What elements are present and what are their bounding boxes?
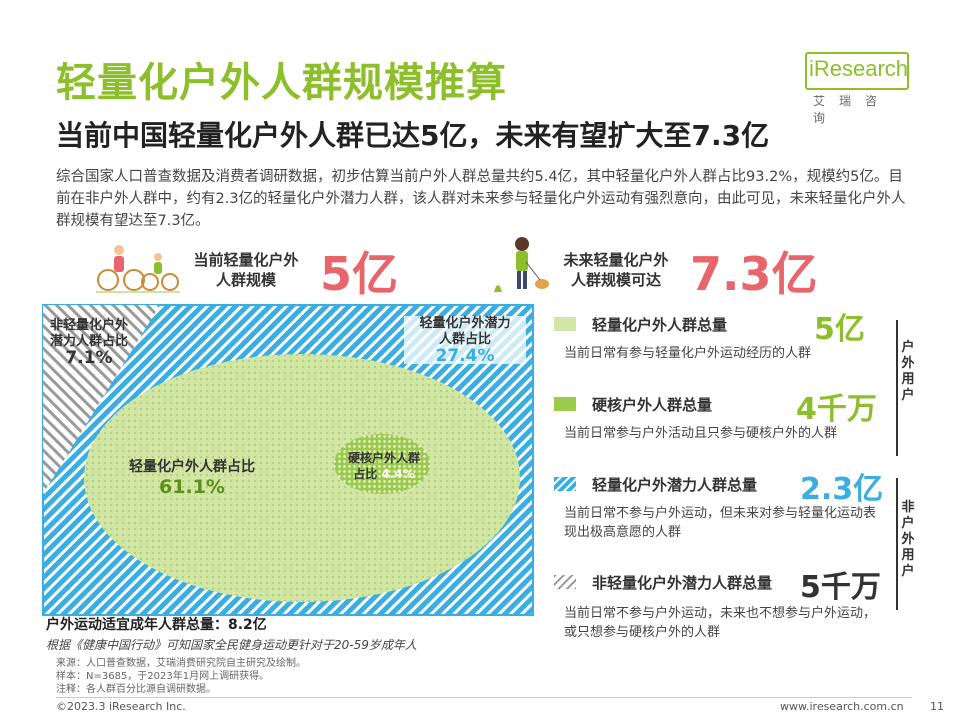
current-scale-label-line2: 人群规模 xyxy=(215,271,276,289)
footer-website: www.iresearch.com.cn xyxy=(780,700,904,713)
cycling-family-illustration xyxy=(96,245,180,293)
logo-text: iResearch xyxy=(809,56,909,81)
future-scale-value: 7.3亿 xyxy=(690,247,818,301)
non-light-potential-label: 非轻量化户外 潜力人群占比 7.1% xyxy=(44,318,134,368)
footer-copyright: ©2023.3 iResearch Inc. xyxy=(56,700,186,713)
legend-value-light: 5亿 xyxy=(814,312,865,347)
hardcore-outdoor-label: 硬核户外人群 占比 4.4% xyxy=(336,450,432,482)
non-light-potential-value: 7.1% xyxy=(65,348,113,368)
future-scale-label-line2: 人群规模可达 xyxy=(570,271,661,289)
current-scale-value: 5亿 xyxy=(320,247,399,301)
page-subtitle: 当前中国轻量化户外人群已达5亿，未来有望扩大至7.3亿 xyxy=(56,119,770,152)
source-notes: 来源：人口普查数据，艾瑞消费研究院自主研究及绘制。 样本：N=3685，于202… xyxy=(56,657,306,696)
non-outdoor-users-tag: 非户外用户 xyxy=(901,500,915,579)
hardcore-outdoor-area xyxy=(334,434,430,494)
legend-swatch-light xyxy=(554,317,576,331)
future-scale-label: 未来轻量化户外 人群规模可达 xyxy=(556,250,676,290)
diagram-note: 根据《健康中国行动》可知国家全民健身运动更针对于20-59岁成年人 xyxy=(46,638,417,652)
sample-note: 样本：N=3685，于2023年1月网上调研获得。 xyxy=(56,671,270,682)
legend-desc-light: 当前日常有参与轻量化户外运动经历的人群 xyxy=(564,346,812,361)
current-scale-label: 当前轻量化户外 人群规模 xyxy=(186,250,306,290)
iresearch-logo: iResearch 艾瑞咨询 xyxy=(795,52,910,125)
legend-desc-light-potential: 当前日常不参与户外运动，但未来对参与轻量化运动表现出极高意愿的人群 xyxy=(564,506,877,540)
non-light-potential-label-line1: 非轻量化户外 xyxy=(49,318,128,333)
legend-desc-hardcore: 当前日常参与户外活动且只参与硬核户外的人群 xyxy=(564,426,838,441)
logo-subtext: 艾瑞咨询 xyxy=(813,94,892,125)
intro-paragraph: 综合国家人口普查数据及消费者调研数据，初步估算当前户外人群总量共约5.4亿，其中… xyxy=(56,169,906,229)
diagram-total-label: 户外运动适宜成年人群总量：8.2亿 xyxy=(46,617,267,633)
legend-title-light-potential: 轻量化户外潜力人群总量 xyxy=(592,476,758,494)
light-outdoor-area xyxy=(84,354,520,602)
legend-value-hardcore: 4千万 xyxy=(796,392,877,427)
non-light-potential-area xyxy=(43,305,160,494)
legend-swatch-hardcore xyxy=(554,397,576,411)
logo-frame xyxy=(805,52,909,90)
legend-swatch-light-potential xyxy=(554,477,576,491)
legend-title-hardcore: 硬核户外人群总量 xyxy=(592,396,713,414)
legend-value-light-potential: 2.3亿 xyxy=(800,472,884,507)
light-potential-value: 27.4% xyxy=(435,346,495,366)
page-title: 轻量化户外人群规模推算 xyxy=(56,60,507,106)
legend-title-non-light-potential: 非轻量化户外潜力人群总量 xyxy=(592,574,773,592)
future-scale-label-line1: 未来轻量化户外 xyxy=(563,251,669,269)
footer-divider xyxy=(56,697,912,698)
non-outdoor-bracket-line xyxy=(896,478,898,610)
legend-desc-non-light-potential: 当前日常不参与户外运动，未来也不想参与户外运动，或只想参与硬核户外的人群 xyxy=(564,606,877,640)
light-outdoor-label-text: 轻量化户外人群占比 xyxy=(129,459,255,475)
page-number: 11 xyxy=(930,700,944,713)
legend-swatch-non-light-potential xyxy=(554,575,576,589)
legend-value-non-light-potential: 5千万 xyxy=(800,570,881,605)
dog-walker-illustration xyxy=(494,237,549,292)
light-potential-label-line2: 人群占比 xyxy=(438,332,491,347)
remark-note: 注释：各人群百分比源自调研数据。 xyxy=(56,684,216,695)
non-light-potential-label-line2: 潜力人群占比 xyxy=(49,334,128,349)
light-potential-label-line1: 轻量化户外潜力 xyxy=(419,316,511,331)
outdoor-bracket-line xyxy=(896,320,898,456)
light-outdoor-value: 61.1% xyxy=(159,476,225,498)
hardcore-outdoor-label-line2: 占比 xyxy=(353,467,378,481)
hardcore-outdoor-value: 4.4% xyxy=(381,467,415,481)
source-note: 来源：人口普查数据，艾瑞消费研究院自主研究及绘制。 xyxy=(56,658,306,669)
outdoor-users-tag: 户外用户 xyxy=(901,340,915,403)
current-scale-label-line1: 当前轻量化户外 xyxy=(193,251,299,269)
legend-title-light: 轻量化户外人群总量 xyxy=(592,316,728,334)
light-potential-label: 轻量化户外潜力 人群占比 27.4% xyxy=(404,316,526,366)
light-outdoor-label: 轻量化户外人群占比 61.1% xyxy=(112,456,272,498)
hardcore-outdoor-label-line1: 硬核户外人群 xyxy=(347,451,420,465)
